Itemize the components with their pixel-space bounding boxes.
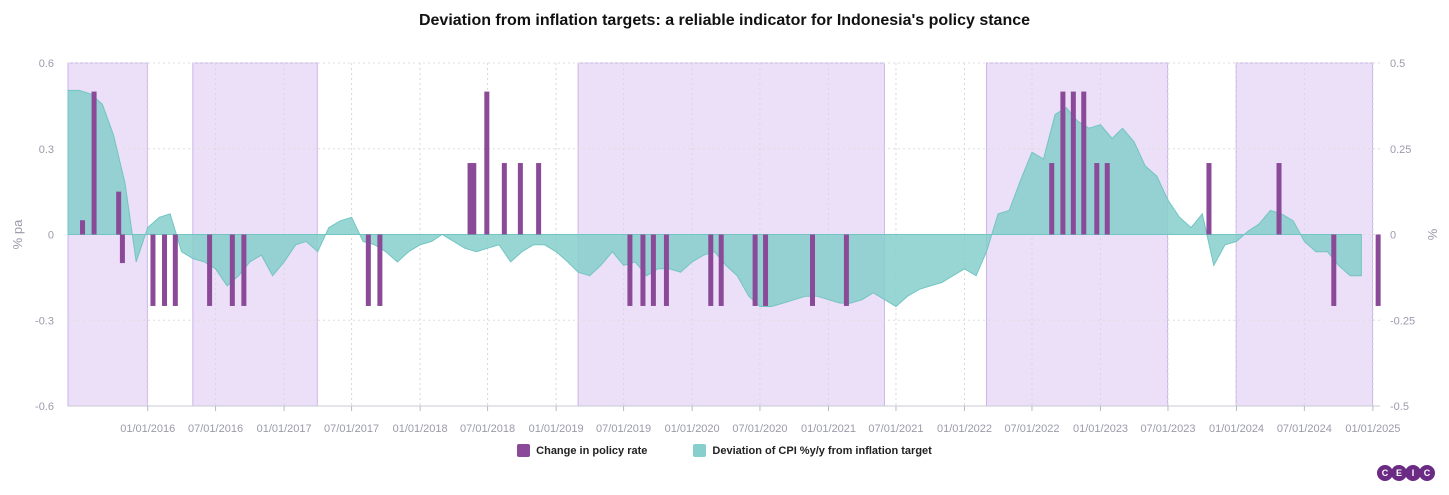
policy-rate-bar: [377, 234, 383, 306]
policy-rate-bar: [484, 91, 490, 235]
x-axis-tick-label: 07/01/2023: [1140, 423, 1195, 435]
policy-rate-bar: [763, 234, 769, 306]
left-axis-tick-label: -0.3: [35, 315, 54, 327]
policy-rate-bar: [708, 234, 714, 306]
x-axis-tick-label: 01/01/2022: [937, 423, 992, 435]
policy-rate-bar: [91, 91, 97, 235]
x-axis-tick-label: 07/01/2017: [324, 423, 379, 435]
policy-rate-bar: [365, 234, 371, 306]
policy-rate-bar: [1070, 91, 1076, 235]
policy-rate-bar: [1276, 163, 1282, 235]
x-axis-tick-label: 01/01/2021: [801, 423, 856, 435]
policy-rate-bar: [1375, 234, 1381, 306]
left-axis-tick-label: 0.3: [39, 144, 54, 156]
x-axis-tick-label: 07/01/2022: [1004, 423, 1059, 435]
x-axis-tick-label: 07/01/2020: [732, 423, 787, 435]
policy-rate-bar: [1206, 163, 1212, 235]
right-axis-tick-label: -0.25: [1390, 315, 1415, 327]
right-axis-tick-label: 0.5: [1390, 58, 1405, 70]
x-axis-tick-label: 07/01/2021: [868, 423, 923, 435]
policy-rate-bar: [241, 234, 247, 306]
x-axis-tick-label: 01/01/2017: [257, 423, 312, 435]
policy-rate-bar: [119, 234, 125, 264]
chart-title: Deviation from inflation targets: a reli…: [418, 12, 1031, 29]
x-axis-tick-label: 07/01/2018: [460, 423, 515, 435]
policy-rate-bar: [80, 220, 86, 235]
policy-rate-bar: [467, 163, 473, 235]
policy-rate-bar: [1331, 234, 1337, 306]
policy-rate-bar: [1094, 163, 1100, 235]
x-axis-tick-label: 01/01/2023: [1073, 423, 1128, 435]
left-axis-tick-label: -0.6: [35, 401, 54, 413]
policy-rate-bar: [752, 234, 758, 306]
x-axis-tick-label: 01/01/2020: [665, 423, 720, 435]
policy-rate-bar: [536, 163, 542, 235]
right-axis-label: %: [1425, 228, 1440, 240]
policy-rate-bar: [640, 234, 646, 306]
left-axis-label: % pa: [10, 219, 25, 249]
right-axis-tick-label: -0.5: [1390, 401, 1409, 413]
policy-rate-bar: [162, 234, 168, 306]
policy-rate-bar: [809, 234, 815, 306]
policy-rate-bar: [663, 234, 669, 306]
x-axis-tick-label: 01/01/2025: [1345, 423, 1400, 435]
policy-rate-bar: [517, 163, 523, 235]
x-axis-tick-label: 07/01/2019: [596, 423, 651, 435]
legend-swatch-cpi-deviation: [693, 444, 707, 457]
policy-rate-bar: [501, 163, 507, 235]
right-axis-tick-label: 0: [1390, 230, 1396, 242]
legend-item-cpi-deviation: Deviation of CPI %y/y from inflation tar…: [693, 444, 932, 457]
left-axis-tick-label: 0.6: [39, 58, 54, 70]
policy-rate-bar: [229, 234, 235, 306]
right-axis-tick-label: 0.25: [1390, 144, 1411, 156]
policy-rate-bar: [172, 234, 178, 306]
legend-swatch-policy-rate: [517, 444, 531, 457]
legend-label-policy-rate: Change in policy rate: [536, 444, 648, 457]
policy-rate-bar: [1060, 91, 1066, 235]
x-axis-tick-label: 07/01/2016: [188, 423, 243, 435]
x-axis-tick-label: 01/01/2024: [1209, 423, 1264, 435]
policy-rate-bar: [843, 234, 849, 306]
policy-rate-bar: [1049, 163, 1055, 235]
policy-rate-bar: [150, 234, 156, 306]
policy-rate-bar: [650, 234, 656, 306]
left-axis-tick-label: 0: [48, 230, 54, 242]
policy-rate-bar: [627, 234, 633, 306]
x-axis-tick-label: 01/01/2018: [393, 423, 448, 435]
policy-rate-bar: [207, 234, 213, 306]
x-axis-tick-label: 07/01/2024: [1277, 423, 1332, 435]
policy-rate-bar: [1104, 163, 1110, 235]
policy-rate-bar: [718, 234, 724, 306]
policy-rate-bar: [1081, 91, 1087, 235]
legend-label-cpi-deviation: Deviation of CPI %y/y from inflation tar…: [712, 444, 932, 457]
x-axis-tick-label: 01/01/2019: [529, 423, 584, 435]
legend-item-policy-rate: Change in policy rate: [517, 444, 647, 457]
x-axis-tick-label: 01/01/2016: [120, 423, 175, 435]
policy-rate-bar: [116, 191, 122, 235]
policy-rate-bar: [471, 163, 477, 235]
chart-legend: Change in policy rate Deviation of CPI %…: [0, 444, 1449, 457]
